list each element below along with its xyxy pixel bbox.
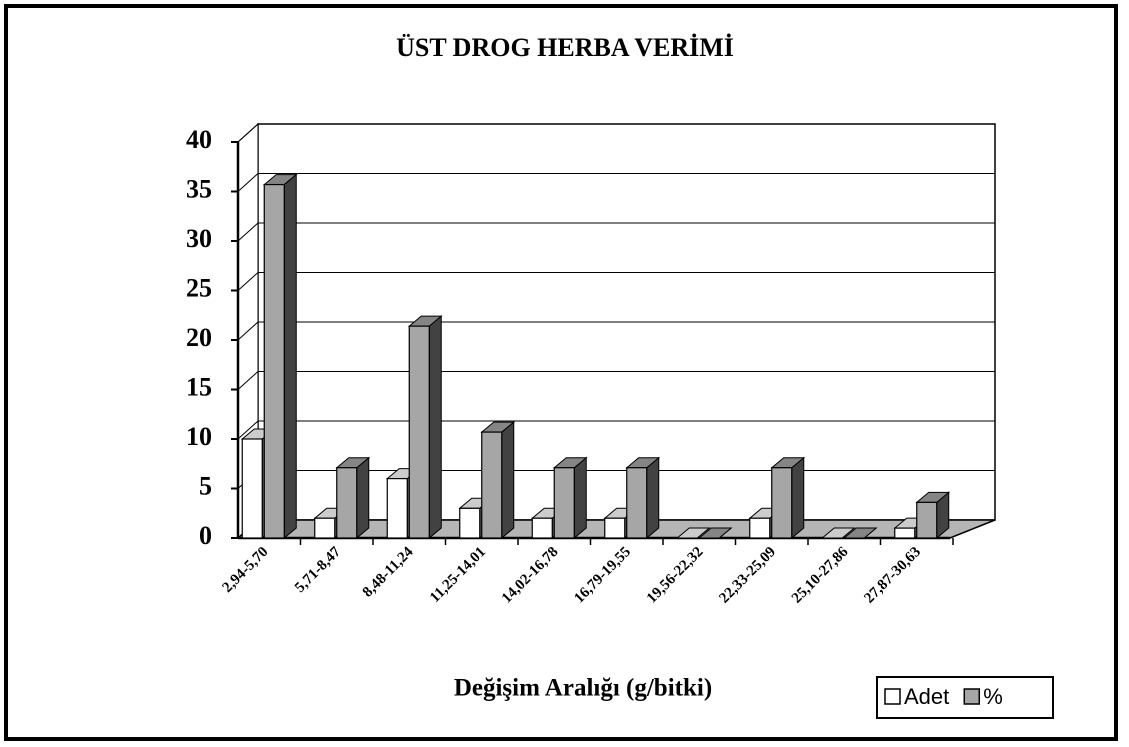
- y-tick-label: 0: [199, 521, 212, 550]
- grid-line: [237, 420, 995, 440]
- bar: [386, 478, 408, 539]
- y-tick-label: 5: [199, 471, 212, 500]
- bar: [408, 325, 430, 539]
- y-tick-label: 20: [186, 323, 212, 352]
- bar: [771, 467, 793, 539]
- y-tick-label: 10: [186, 422, 212, 451]
- bar-side: [356, 456, 370, 540]
- grid-line: [237, 222, 995, 242]
- bar-top: [842, 527, 878, 539]
- grid-line: [237, 123, 995, 143]
- bar-side: [283, 173, 297, 540]
- x-axis-label: Değişim Aralığı (g/bitki): [454, 675, 712, 702]
- legend-swatch: [963, 688, 981, 705]
- bar: [314, 517, 336, 539]
- y-tick-label: 30: [186, 224, 212, 253]
- bar: [553, 467, 575, 539]
- bar: [531, 517, 553, 539]
- bar: [894, 527, 916, 539]
- bar: [241, 438, 263, 539]
- legend-swatch: [884, 688, 901, 705]
- bar-side: [501, 421, 515, 540]
- bar: [749, 517, 771, 539]
- bar: [336, 467, 358, 539]
- y-tick-label: 15: [186, 372, 212, 401]
- y-tick-label: 35: [186, 174, 212, 203]
- bar: [481, 431, 503, 539]
- legend: Adet%: [876, 676, 1054, 719]
- bar-top: [697, 527, 733, 539]
- chart-title: ÜST DROG HERBA VERİMİ: [396, 33, 734, 62]
- y-tick-label: 40: [186, 125, 212, 154]
- grid-line: [237, 272, 995, 291]
- bar: [604, 517, 626, 539]
- bar: [263, 183, 285, 539]
- legend-label: Adet: [904, 684, 949, 709]
- grid-line: [237, 371, 995, 390]
- grid-line: [237, 321, 995, 341]
- bar-side: [646, 456, 660, 540]
- bar: [459, 507, 481, 539]
- bar-side: [428, 315, 442, 540]
- bar: [916, 501, 938, 539]
- grid-line: [237, 173, 995, 192]
- bar-side: [573, 456, 587, 540]
- bar-side: [791, 456, 805, 540]
- bar-top: [820, 527, 856, 539]
- legend-label: %: [983, 684, 1003, 709]
- y-tick-label: 25: [186, 273, 212, 302]
- bar: [626, 467, 648, 539]
- bar-top: [675, 527, 711, 539]
